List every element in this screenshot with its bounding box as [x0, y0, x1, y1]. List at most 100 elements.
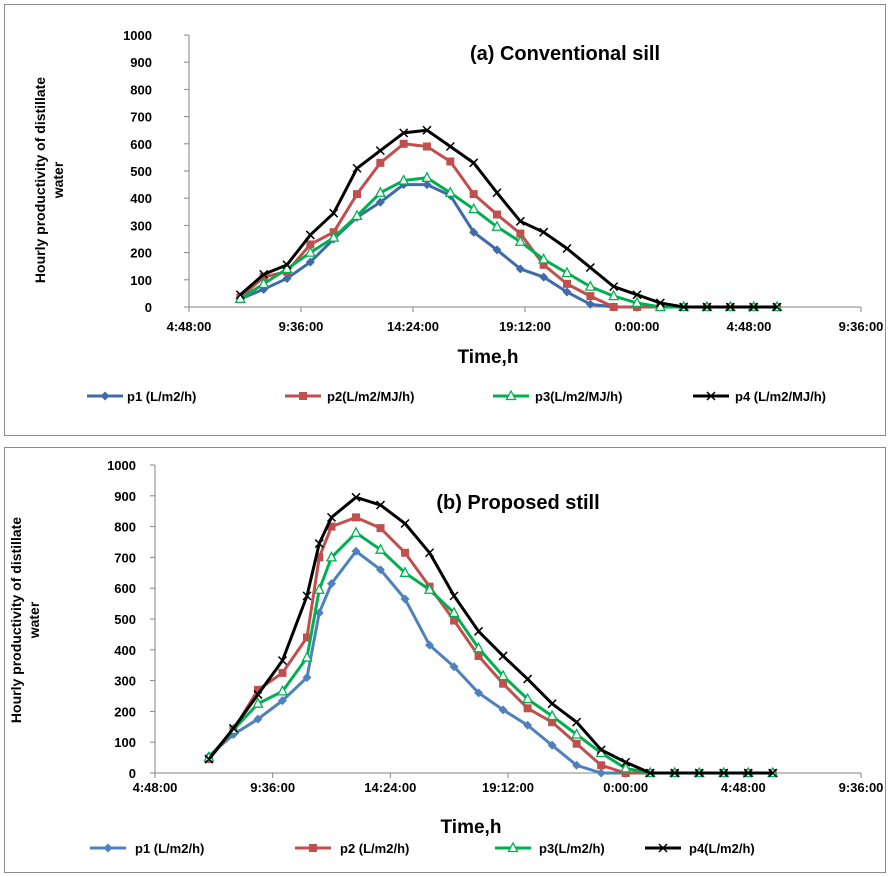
y-axis-label: water — [50, 161, 66, 199]
triangle-marker — [313, 583, 325, 594]
diamond-marker — [469, 227, 479, 237]
x-tick-label: 9:36:00 — [839, 319, 884, 334]
series-line — [239, 176, 777, 309]
triangle-marker — [608, 289, 620, 301]
chart-panel-a: 0 100 200 300 400 500 600 700 800 900 1000 4:48:00 9… — [4, 4, 886, 436]
diamond-marker — [282, 273, 292, 283]
square-marker — [327, 522, 336, 531]
x-marker — [375, 146, 385, 156]
square-marker — [399, 139, 408, 148]
triangle-marker — [351, 209, 363, 221]
square-marker — [259, 273, 268, 282]
x-axis-label: Time,h — [458, 347, 519, 368]
x-marker — [670, 768, 680, 778]
x-marker — [719, 768, 729, 778]
x-marker — [702, 302, 712, 312]
series-1 — [235, 180, 782, 312]
diamond-marker — [327, 579, 336, 589]
x-marker — [645, 768, 655, 778]
x-marker — [768, 768, 778, 778]
x-marker — [655, 298, 665, 308]
x-marker — [259, 269, 269, 279]
square-marker — [299, 392, 307, 400]
triangle-marker — [252, 697, 264, 708]
y-tick-label: 300 — [130, 218, 152, 233]
triangle-marker — [571, 728, 583, 739]
x-tick-label: 9:36:00 — [250, 780, 295, 795]
x-marker — [743, 768, 753, 778]
x-marker — [498, 651, 508, 661]
triangle-marker — [423, 583, 436, 594]
x-marker — [326, 512, 337, 522]
y-tick-label: 1000 — [123, 28, 152, 43]
square-marker — [523, 704, 532, 713]
legend-item-2: p2(L/m2/MJ/h) — [285, 389, 414, 404]
square-marker — [548, 718, 557, 727]
series-4 — [235, 125, 782, 312]
x-marker — [749, 302, 759, 312]
x-marker — [632, 290, 642, 300]
x-marker — [469, 158, 479, 168]
diamond-marker — [585, 299, 595, 309]
diamond-marker — [449, 662, 459, 672]
legend-label: p2(L/m2/MJ/h) — [327, 389, 414, 404]
square-marker — [474, 651, 483, 660]
chart-title: (b) Proposed still — [436, 492, 599, 514]
legend-label: p4 (L/m2/MJ/h) — [735, 389, 826, 404]
legend-item-3: p3(L/m2/h) — [495, 841, 605, 856]
legend-item-2: p2 (L/m2/h) — [295, 841, 409, 856]
x-marker — [228, 723, 238, 733]
series-line — [207, 495, 773, 775]
x-tick-label: 9:36:00 — [839, 780, 884, 795]
x-marker — [596, 745, 606, 755]
x-marker — [282, 260, 292, 270]
square-marker — [302, 633, 311, 642]
diamond-marker — [498, 705, 508, 715]
triangle-marker — [276, 684, 289, 696]
series-3 — [203, 526, 779, 778]
y-tick-label: 100 — [130, 273, 152, 288]
square-marker — [352, 513, 361, 522]
square-marker — [306, 240, 315, 249]
x-tick-label: 14:24:00 — [387, 319, 439, 334]
legend-label: p4(L/m2/h) — [689, 841, 755, 856]
x-tick-label: 4:48:00 — [133, 780, 178, 795]
x-axis-label: Time,h — [441, 817, 502, 838]
diamond-marker — [302, 673, 312, 683]
x-marker — [235, 290, 245, 300]
square-marker — [621, 769, 630, 777]
diamond-marker — [100, 391, 110, 401]
square-marker — [401, 548, 410, 557]
triangle-marker — [234, 292, 246, 303]
diamond-marker — [547, 740, 557, 750]
diamond-marker — [422, 180, 432, 190]
y-tick-label: 400 — [130, 191, 152, 206]
legend-item-1: p1 (L/m2/h) — [90, 841, 204, 856]
y-tick-label: 1000 — [107, 458, 136, 473]
triangle-marker — [620, 761, 632, 773]
x-tick-label: 4:48:00 — [721, 780, 766, 795]
x-tick-label: 19:12:00 — [499, 319, 551, 334]
x-marker — [422, 125, 432, 135]
square-marker — [516, 229, 525, 238]
y-tick-label: 200 — [130, 246, 152, 261]
x-marker — [474, 626, 484, 636]
triangle-marker — [505, 389, 517, 401]
triangle-marker — [538, 253, 550, 264]
x-marker — [351, 492, 361, 502]
x-tick-label: 4:48:00 — [727, 319, 772, 334]
x-marker — [679, 302, 689, 312]
x-marker — [400, 518, 410, 529]
y-tick-label: 0 — [129, 766, 136, 781]
square-marker — [315, 553, 324, 562]
legend-item-3: p3(L/m2/MJ/h) — [493, 389, 622, 404]
triangle-marker — [654, 300, 666, 312]
diamond-marker — [375, 197, 385, 207]
triangle-marker — [399, 566, 411, 577]
diamond-marker — [351, 546, 361, 556]
square-marker — [450, 616, 459, 625]
x-marker — [523, 674, 533, 684]
diamond-marker — [103, 843, 113, 853]
y-tick-label: 200 — [114, 704, 136, 719]
chart-a-svg: 0 100 200 300 400 500 600 700 800 900 1000 4:48:00 9… — [32, 28, 884, 404]
